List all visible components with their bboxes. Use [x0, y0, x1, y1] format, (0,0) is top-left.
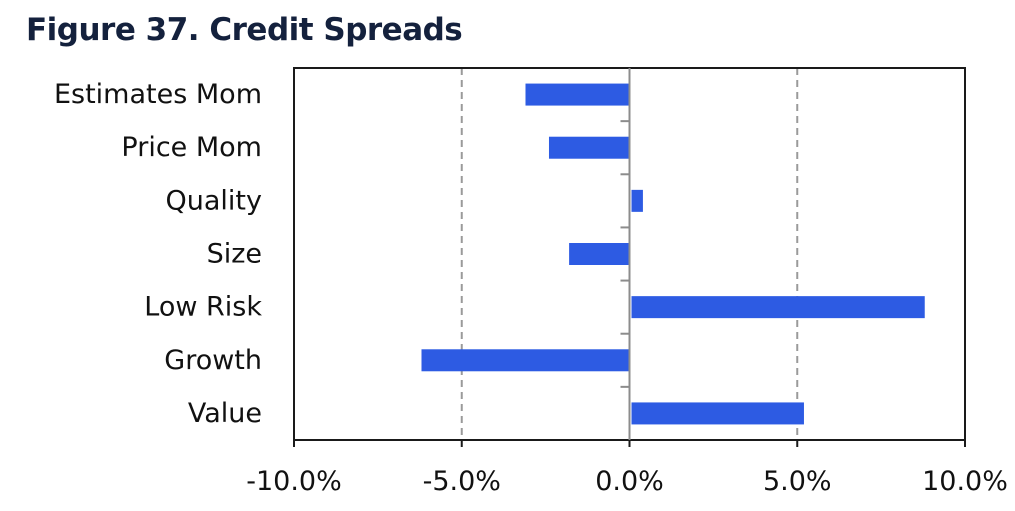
bar — [631, 402, 804, 425]
category-label: Quality — [166, 185, 262, 216]
category-label: Growth — [164, 345, 262, 376]
bars — [421, 83, 925, 425]
category-label: Estimates Mom — [54, 79, 262, 110]
category-label: Value — [188, 398, 262, 429]
bar — [525, 83, 630, 106]
chart-title: Figure 37. Credit Spreads — [26, 12, 463, 48]
bar — [631, 296, 925, 319]
gridlines — [460, 68, 799, 440]
labels: Estimates Mom Price Mom Quality Size Low Ris… — [54, 79, 1008, 497]
x-tick-label: 0.0% — [595, 466, 664, 497]
bar — [421, 349, 630, 372]
x-tick-label: -5.0% — [423, 466, 501, 497]
x-tick-label: 5.0% — [763, 466, 832, 497]
x-tick-label: 10.0% — [922, 466, 1008, 497]
x-tick-label: -10.0% — [246, 466, 342, 497]
category-label: Low Risk — [144, 292, 262, 323]
bar — [548, 136, 630, 159]
bar — [569, 243, 630, 265]
bar — [631, 189, 643, 212]
category-label: Size — [207, 239, 262, 270]
axes — [293, 67, 966, 447]
category-label: Price Mom — [121, 132, 262, 163]
